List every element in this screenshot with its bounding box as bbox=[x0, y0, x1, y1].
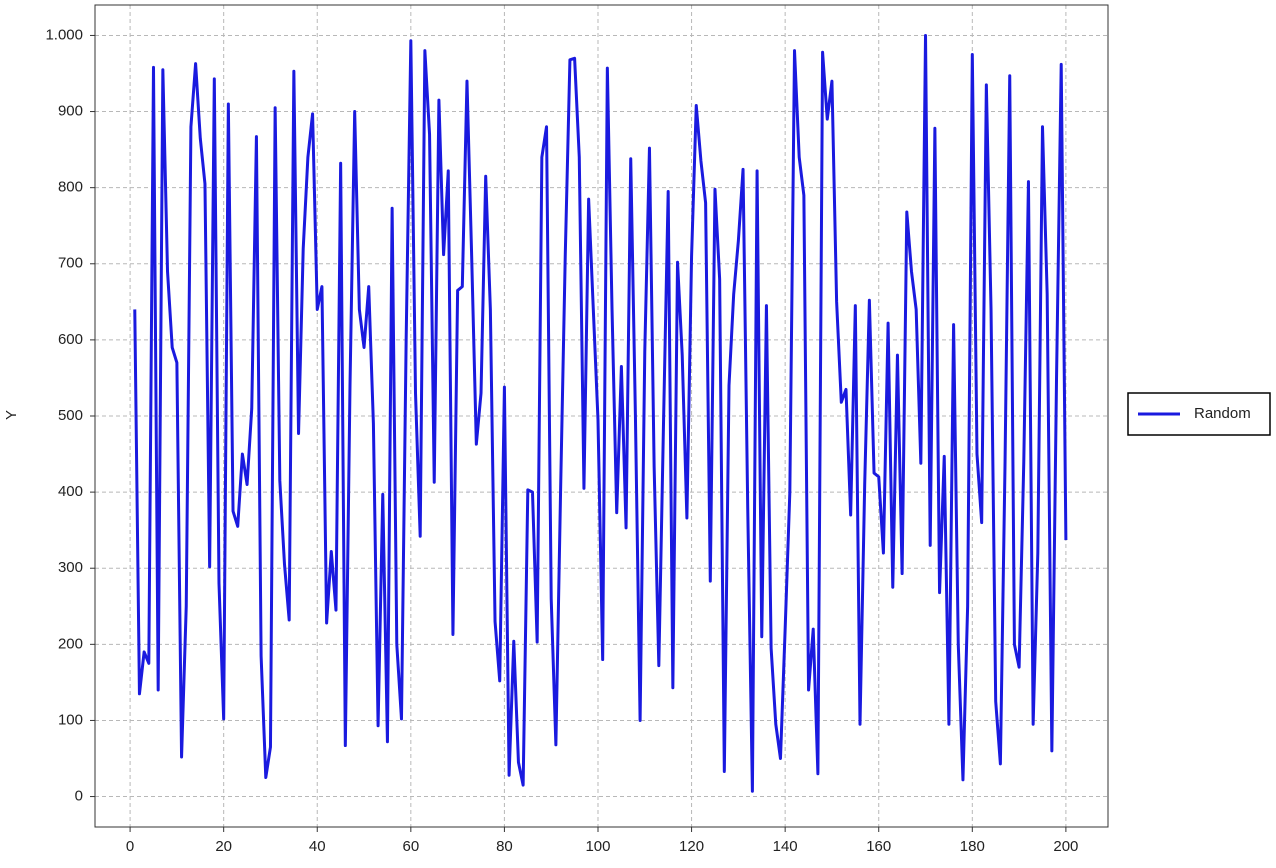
x-tick-label: 140 bbox=[773, 838, 798, 855]
y-tick-label: 500 bbox=[58, 407, 83, 424]
x-tick-label: 40 bbox=[309, 838, 326, 855]
x-tick-label: 200 bbox=[1053, 838, 1078, 855]
x-tick-label: 0 bbox=[126, 838, 134, 855]
x-tick-label: 60 bbox=[402, 838, 419, 855]
y-tick-label: 100 bbox=[58, 711, 83, 728]
y-tick-label: 900 bbox=[58, 103, 83, 120]
y-tick-label: 0 bbox=[75, 788, 83, 805]
y-tick-label: 200 bbox=[58, 635, 83, 652]
x-tick-label: 180 bbox=[960, 838, 985, 855]
y-tick-label: 1.000 bbox=[45, 26, 83, 43]
line-series bbox=[133, 33, 1068, 793]
legend-label: Random bbox=[1194, 405, 1251, 422]
y-tick-label: 600 bbox=[58, 331, 83, 348]
y-axis-label: Y bbox=[3, 410, 20, 420]
x-tick-label: 160 bbox=[866, 838, 891, 855]
plot-frame bbox=[94, 4, 1109, 828]
y-tick-label: 400 bbox=[58, 483, 83, 500]
x-tick-label: 100 bbox=[585, 838, 610, 855]
y-tick-label: 800 bbox=[58, 179, 83, 196]
y-tick-label: 300 bbox=[58, 559, 83, 576]
x-tick-label: 80 bbox=[496, 838, 513, 855]
x-tick-label: 120 bbox=[679, 838, 704, 855]
x-tick-label: 20 bbox=[215, 838, 232, 855]
y-tick-label: 700 bbox=[58, 255, 83, 272]
